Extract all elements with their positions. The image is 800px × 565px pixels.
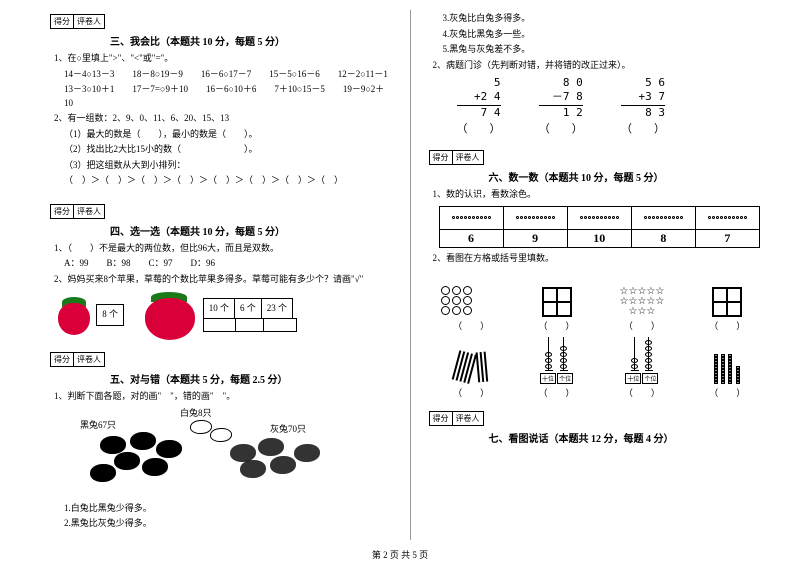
opt-10: 10 个 bbox=[203, 298, 235, 319]
q4-1: 1、（ ）不是最大的两位数，但比96大，而且是双数。 bbox=[54, 242, 392, 256]
black-rabbit-label: 黑兔67只 bbox=[80, 418, 116, 431]
opt-6: 6 个 bbox=[235, 298, 262, 319]
score-box-3: 得分 评卷人 bbox=[50, 14, 105, 29]
count-box-a: 8 个 bbox=[96, 304, 124, 326]
score-box-5: 得分 评卷人 bbox=[50, 352, 105, 367]
shapes-row-2: 十位个位 十位个位 bbox=[429, 338, 771, 384]
q3-1a: 14－4○13－3 18－8○19－9 16－6○17－7 15－5○16－6 … bbox=[64, 68, 392, 82]
blank-10[interactable] bbox=[203, 318, 236, 332]
q5-a5: 5.黑兔与灰兔差不多。 bbox=[443, 43, 771, 57]
gray-rabbit-label: 灰兔70只 bbox=[270, 422, 306, 435]
shapes-row-1: ☆☆☆☆☆☆☆☆☆☆☆☆☆ bbox=[429, 271, 771, 317]
section-6-title: 六、数一数（本题共 10 分，每题 5 分） bbox=[489, 169, 771, 184]
score-box-6: 得分 评卷人 bbox=[429, 150, 484, 165]
section-4-title: 四、选一选（本题共 10 分，每题 5 分） bbox=[110, 223, 392, 238]
page-footer: 第 2 页 共 5 页 bbox=[0, 548, 800, 561]
arith-2: 8 0－7 81 2 （ ） bbox=[539, 76, 583, 136]
arith-1: 5+2 47 4 （ ） bbox=[457, 76, 501, 136]
opt-23: 23 个 bbox=[262, 298, 293, 319]
q5-a4: 4.灰兔比黑兔多一些。 bbox=[443, 28, 771, 42]
paren-row-2: （ ）（ ）（ ）（ ） bbox=[429, 386, 771, 399]
q3-1: 1、在○里填上">"、"<"或"="。 bbox=[54, 52, 392, 66]
strawberry-big-icon bbox=[141, 290, 201, 340]
q6-2: 2、看图在方格或括号里填数。 bbox=[433, 252, 771, 266]
section-7-title: 七、看图说话（本题共 12 分，每题 4 分） bbox=[489, 430, 771, 445]
dots-row bbox=[439, 206, 761, 230]
grader-label: 评卷人 bbox=[74, 15, 104, 28]
rabbit-illustration: 白兔8只 黑兔67只 灰兔70只 bbox=[80, 408, 392, 498]
q4-2: 2、妈妈买来8个苹果，草莓的个数比苹果多得多。草莓可能有多少个？请画"√" bbox=[54, 273, 392, 287]
score-box-4: 得分 评卷人 bbox=[50, 204, 105, 219]
q3-2d: （ ）＞（ ）＞（ ）＞（ ）＞（ ）＞（ ）＞（ ）＞（ ） bbox=[64, 174, 392, 188]
arith-3: 5 6+3 78 3 （ ） bbox=[621, 76, 665, 136]
q5-a3: 3.灰兔比白兔多得多。 bbox=[443, 12, 771, 26]
q6-1: 1、数的认识，看数涂色。 bbox=[433, 188, 771, 202]
strawberry-small-icon bbox=[54, 295, 94, 335]
section-3-title: 三、我会比（本题共 10 分，每题 5 分） bbox=[110, 33, 392, 48]
blank-23[interactable] bbox=[264, 318, 297, 332]
paren-row-1: （ ）（ ）（ ）（ ） bbox=[429, 319, 771, 332]
q5-a1: 1.白兔比黑兔少得多。 bbox=[64, 502, 392, 516]
q3-2b: （2）找出比2大比15小的数（ ）。 bbox=[64, 143, 392, 157]
q3-1b: 13－3○10＋1 17－7=○9＋10 16－6○10＋6 7＋10○15－5… bbox=[64, 83, 392, 110]
q5-a2: 2.黑兔比灰兔少得多。 bbox=[64, 517, 392, 531]
score-label: 得分 bbox=[51, 15, 74, 28]
q5-1: 1、判断下面各题，对的画" "，错的画" "。 bbox=[54, 390, 392, 404]
score-box-7: 得分 评卷人 bbox=[429, 411, 484, 426]
q3-2a: （1）最大的数是（ ），最小的数是（ ）。 bbox=[64, 128, 392, 142]
section-5-title: 五、对与错（本题共 5 分，每题 2.5 分） bbox=[110, 371, 392, 386]
q4-1-opts: A：99 B：98 C：97 D：96 bbox=[64, 257, 392, 271]
q3-2c: （3）把这组数从大到小排列： bbox=[64, 159, 392, 173]
nums-row: 6 9 10 8 7 bbox=[439, 230, 761, 248]
r-q2: 2、病题门诊（先判断对错，并将错的改正过来）。 bbox=[433, 59, 771, 73]
white-rabbit-label: 白兔8只 bbox=[180, 406, 212, 419]
blank-6[interactable] bbox=[236, 318, 264, 332]
q3-2: 2、有一组数：2、9、0、11、6、20、15、13 bbox=[54, 112, 392, 126]
